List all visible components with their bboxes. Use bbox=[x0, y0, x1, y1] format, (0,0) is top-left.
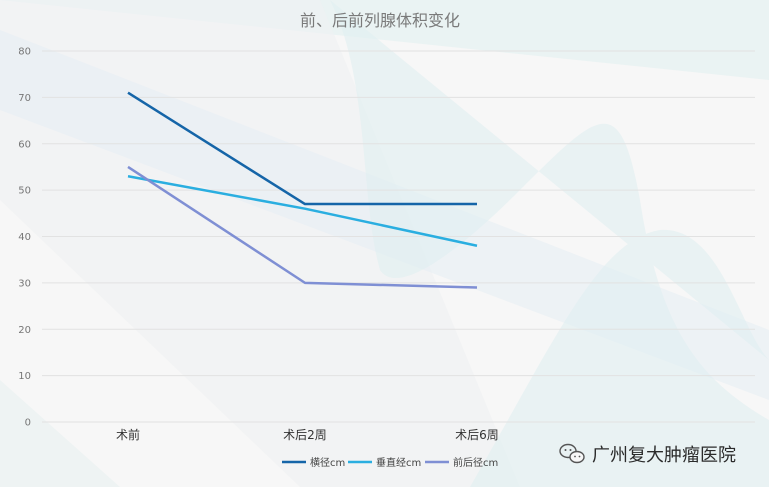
y-tick-label: 60 bbox=[18, 139, 31, 150]
y-tick-label: 40 bbox=[18, 232, 31, 243]
y-tick-label: 50 bbox=[18, 186, 31, 197]
watermark: 广州复大肿瘤医院 bbox=[559, 443, 736, 466]
y-tick-label: 70 bbox=[18, 93, 31, 104]
series-line bbox=[127, 91, 477, 206]
legend-label: 横径cm bbox=[310, 456, 345, 469]
legend-label: 前后径cm bbox=[453, 456, 498, 469]
legend: 横径cm 垂直经cm 前后径cm bbox=[282, 456, 498, 469]
x-tick-label: 术前 bbox=[116, 427, 140, 442]
chart-title: 前、后前列腺体积变化 bbox=[300, 11, 460, 30]
grid-lines bbox=[42, 50, 755, 423]
x-tick-label: 术后6周 bbox=[455, 428, 499, 442]
x-tick-label: 术后2周 bbox=[283, 428, 327, 442]
y-tick-label: 0 bbox=[25, 418, 31, 429]
wechat-icon bbox=[559, 443, 585, 464]
series-line bbox=[127, 165, 478, 289]
y-tick-label: 10 bbox=[18, 371, 31, 382]
y-tick-label: 30 bbox=[18, 278, 31, 289]
x-axis: 术前 术后2周 术后6周 bbox=[116, 427, 499, 442]
watermark-text: 广州复大肿瘤医院 bbox=[592, 445, 736, 466]
y-tick-label: 80 bbox=[18, 47, 31, 58]
y-tick-label: 20 bbox=[18, 325, 31, 336]
series-line bbox=[127, 174, 478, 247]
y-axis: 0 10 20 30 40 50 60 70 80 bbox=[18, 47, 31, 429]
series-lines bbox=[127, 91, 478, 289]
legend-label: 垂直经cm bbox=[376, 456, 421, 469]
